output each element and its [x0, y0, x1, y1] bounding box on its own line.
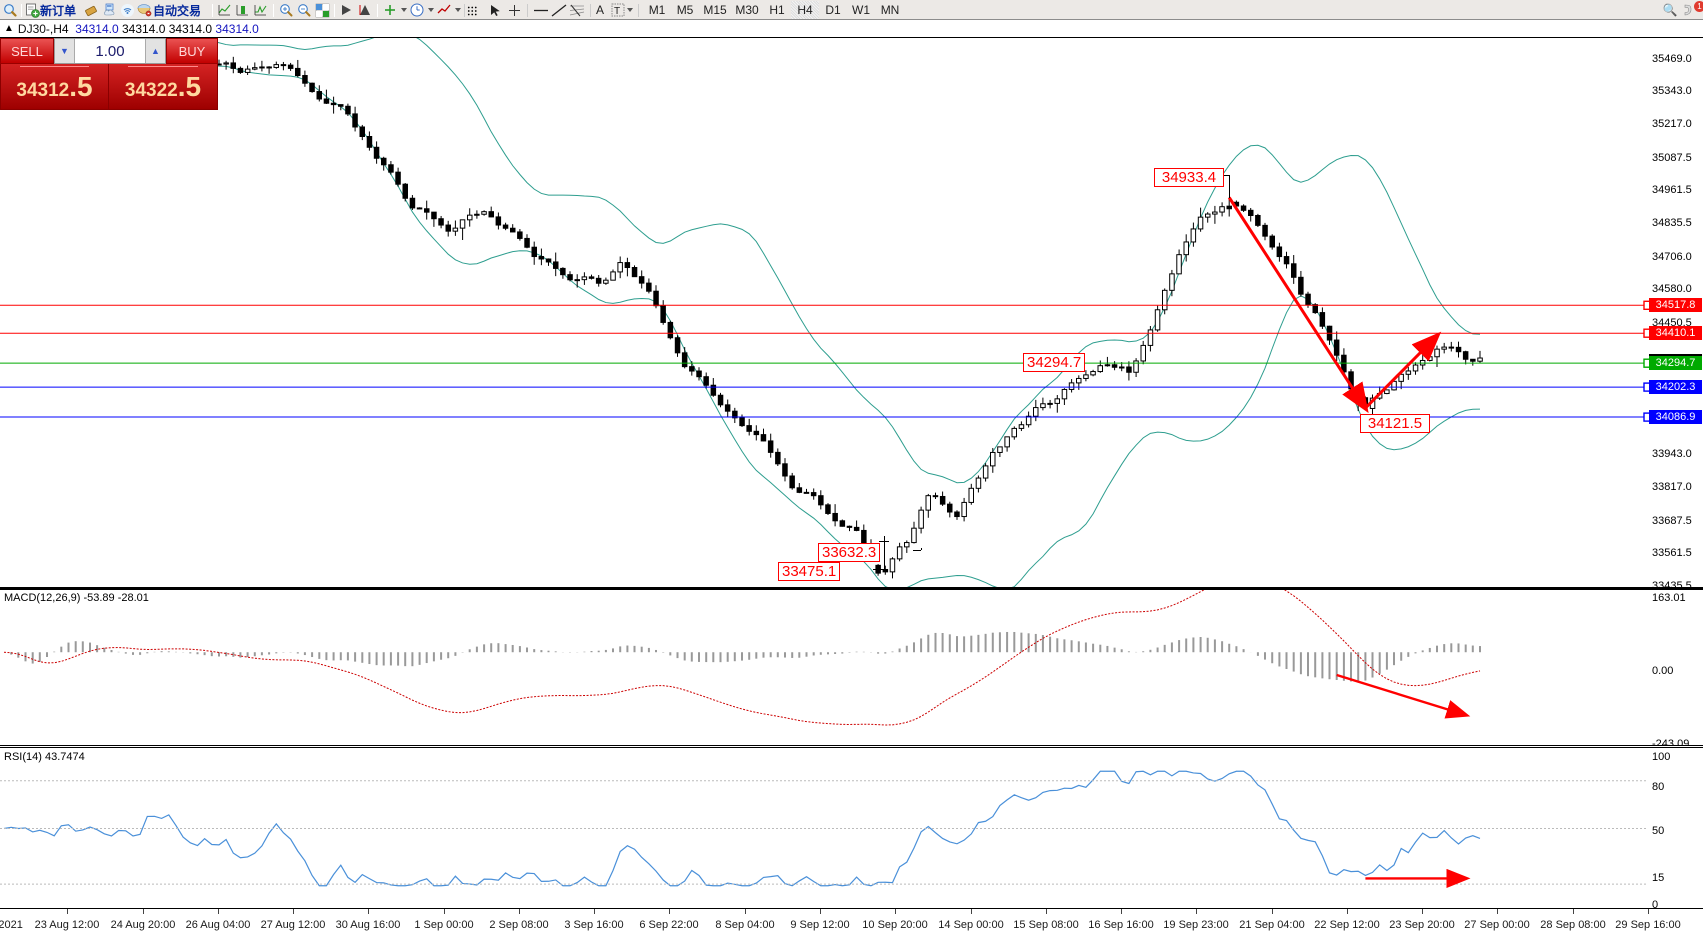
svg-text:T: T [614, 6, 620, 17]
svg-text:A: A [596, 3, 604, 17]
